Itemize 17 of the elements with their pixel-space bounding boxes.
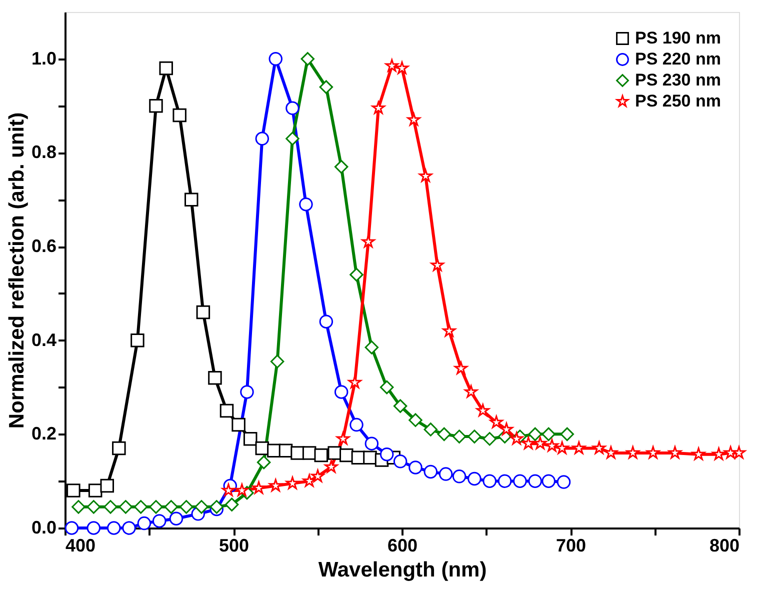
- x-tick-label: 400: [66, 536, 96, 556]
- x-tick-label: 700: [556, 536, 586, 556]
- x-axis-title: Wavelength (nm): [318, 558, 487, 582]
- y-axis-title: Normalized reflection (arb. unit): [5, 112, 28, 429]
- y-tick-label: 0.0: [31, 518, 56, 538]
- y-tick-label: 0.6: [31, 236, 56, 256]
- y-tick-label: 0.8: [31, 142, 56, 162]
- y-tick-label: 0.4: [31, 330, 56, 350]
- x-tick-label: 500: [218, 536, 250, 556]
- y-tick-label: 1.0: [31, 48, 56, 68]
- legend-label: PS 250 nm: [635, 92, 721, 110]
- x-tick-label: 600: [387, 536, 418, 556]
- y-tick-label: 0.2: [31, 424, 56, 444]
- x-tick-label: 800: [709, 536, 740, 556]
- legend-label: PS 220 nm: [635, 50, 721, 68]
- legend-label: PS 230 nm: [635, 70, 721, 90]
- legend-label: PS 190 nm: [635, 28, 721, 48]
